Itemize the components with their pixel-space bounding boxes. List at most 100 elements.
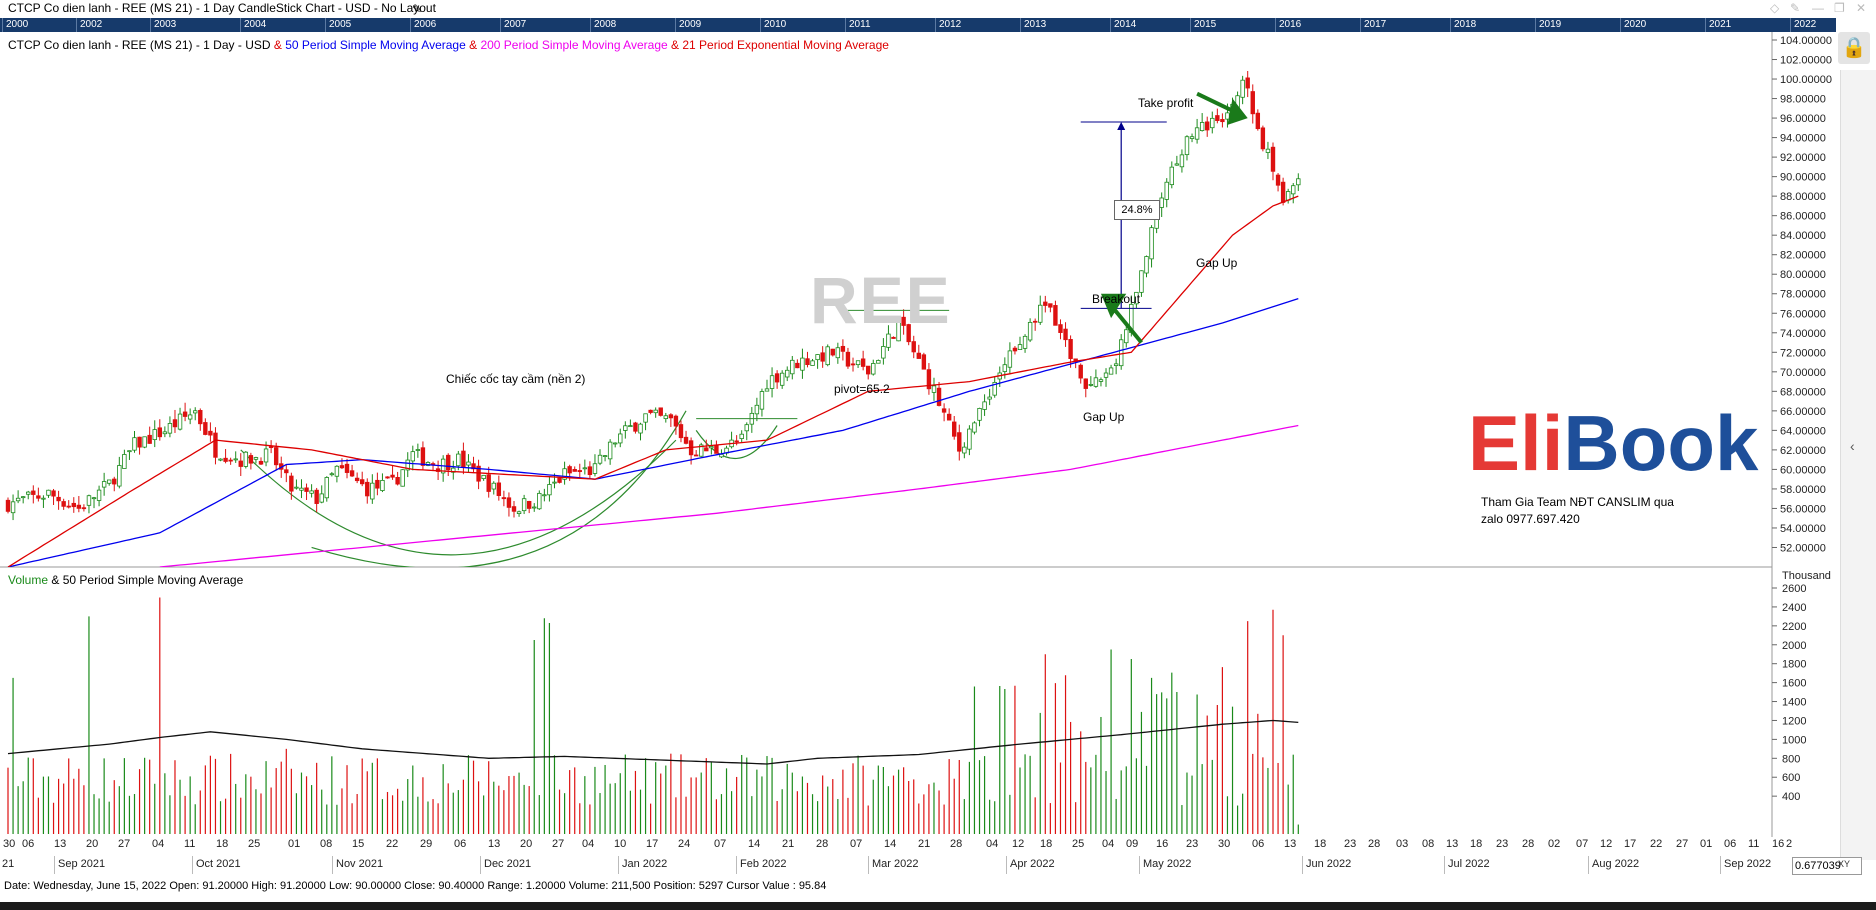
collapse-panel-icon[interactable]: ‹ [1850, 438, 1855, 454]
candle-body [410, 451, 415, 462]
candle [739, 430, 744, 443]
candle-body [759, 391, 765, 410]
year-2005[interactable]: 2005 [325, 18, 351, 32]
year-2009[interactable]: 2009 [675, 18, 701, 32]
candle-body [952, 421, 957, 437]
year-navigator[interactable]: 2000 2002 2003 2004 2005 2006 2007 2008 2009 2010… [0, 18, 1836, 32]
candle-body [1119, 339, 1124, 367]
candle [127, 450, 132, 460]
month-divider [1444, 856, 1445, 874]
year-2012[interactable]: 2012 [935, 18, 961, 32]
price-volume-chart[interactable]: 52.00000 54.00000 56.00000 58.00000 60.00000… [0, 32, 1840, 837]
candle [1169, 161, 1174, 189]
candle-body [972, 422, 977, 433]
price-tick-label: 100.00000 [1780, 74, 1832, 86]
candle-body [896, 319, 901, 342]
date-axis-day: 01 [288, 838, 301, 850]
candle [1103, 368, 1109, 387]
diamond-icon[interactable]: ◇ [1770, 1, 1780, 15]
candle-body [1063, 328, 1068, 341]
date-axis-day: 23 [1344, 838, 1357, 850]
candle-body [476, 465, 481, 482]
candle [962, 442, 967, 459]
candle-body [1296, 178, 1301, 186]
pin-icon[interactable]: ✎ [1790, 1, 1801, 15]
candle-body [992, 382, 997, 396]
candle [324, 476, 329, 502]
candle [709, 439, 714, 455]
year-2021[interactable]: 2021 [1705, 18, 1731, 32]
pencil-icon[interactable]: ✎ [412, 2, 423, 16]
date-axis-month: May 2022 [1143, 858, 1192, 870]
candle-body [304, 487, 309, 492]
candle [501, 490, 507, 507]
xy-toggle[interactable]: XY [1838, 859, 1851, 869]
candle-body [557, 477, 562, 483]
candle [602, 455, 608, 462]
candle-body [592, 463, 598, 474]
date-axis-day: 13 [54, 838, 67, 850]
close-icon[interactable]: ✕ [1856, 1, 1867, 15]
candle-body [91, 497, 97, 500]
candle [329, 472, 335, 477]
price-tick-label: 102.00000 [1780, 55, 1832, 67]
candle-body [1017, 344, 1023, 350]
year-2008[interactable]: 2008 [590, 18, 616, 32]
date-axis-day: 30 [3, 838, 16, 850]
month-divider [192, 856, 193, 874]
candle [1205, 116, 1210, 137]
candle-body [866, 365, 871, 375]
minimize-icon[interactable]: — [1812, 1, 1824, 15]
candle-body [1007, 350, 1013, 368]
candle-body [66, 505, 71, 508]
candle [1174, 155, 1180, 166]
candle-body [815, 354, 820, 361]
candle-body [678, 424, 684, 439]
candle-body [542, 494, 547, 497]
candle-body [886, 333, 891, 348]
candle-body [648, 409, 653, 413]
candle [526, 500, 532, 514]
candle-body [613, 442, 618, 445]
year-2020[interactable]: 2020 [1620, 18, 1646, 32]
candle [137, 436, 142, 455]
candle-body [901, 316, 906, 326]
candle-body [354, 477, 360, 482]
candle [511, 501, 517, 518]
year-2017[interactable]: 2017 [1360, 18, 1386, 32]
candle-body [860, 358, 866, 367]
candle-body [405, 459, 410, 471]
price-tick-label: 98.00000 [1780, 94, 1826, 106]
year-2000[interactable]: 2000 [2, 18, 28, 32]
candle [5, 497, 11, 514]
candle-body [76, 504, 82, 509]
year-2018[interactable]: 2018 [1450, 18, 1476, 32]
candle-body [547, 484, 552, 496]
candle [1296, 173, 1301, 191]
lock-icon[interactable]: 🔒 [1838, 32, 1870, 64]
year-2011[interactable]: 2011 [845, 18, 871, 32]
year-2002[interactable]: 2002 [76, 18, 102, 32]
candle-body [187, 414, 193, 420]
candle-body [714, 444, 719, 454]
year-2010[interactable]: 2010 [760, 18, 786, 32]
date-axis-day: 06 [1724, 838, 1737, 850]
candle [1007, 342, 1013, 375]
year-2014[interactable]: 2014 [1110, 18, 1136, 32]
candle-body [41, 497, 46, 500]
year-2015[interactable]: 2015 [1190, 18, 1216, 32]
candle-body [400, 469, 405, 487]
candle-body [709, 446, 714, 449]
year-2004[interactable]: 2004 [240, 18, 266, 32]
restore-icon[interactable]: ❐ [1834, 1, 1845, 15]
year-2007[interactable]: 2007 [500, 18, 526, 32]
year-2016[interactable]: 2016 [1275, 18, 1301, 32]
year-2019[interactable]: 2019 [1535, 18, 1561, 32]
year-2003[interactable]: 2003 [150, 18, 176, 32]
candle-body [1149, 227, 1154, 260]
price-legend: CTCP Co dien lanh - REE (MS 21) - 1 Day … [8, 38, 889, 52]
year-2006[interactable]: 2006 [410, 18, 436, 32]
date-axis-day: 08 [320, 838, 333, 850]
year-2013[interactable]: 2013 [1020, 18, 1046, 32]
year-2022[interactable]: 2022 [1790, 18, 1816, 32]
